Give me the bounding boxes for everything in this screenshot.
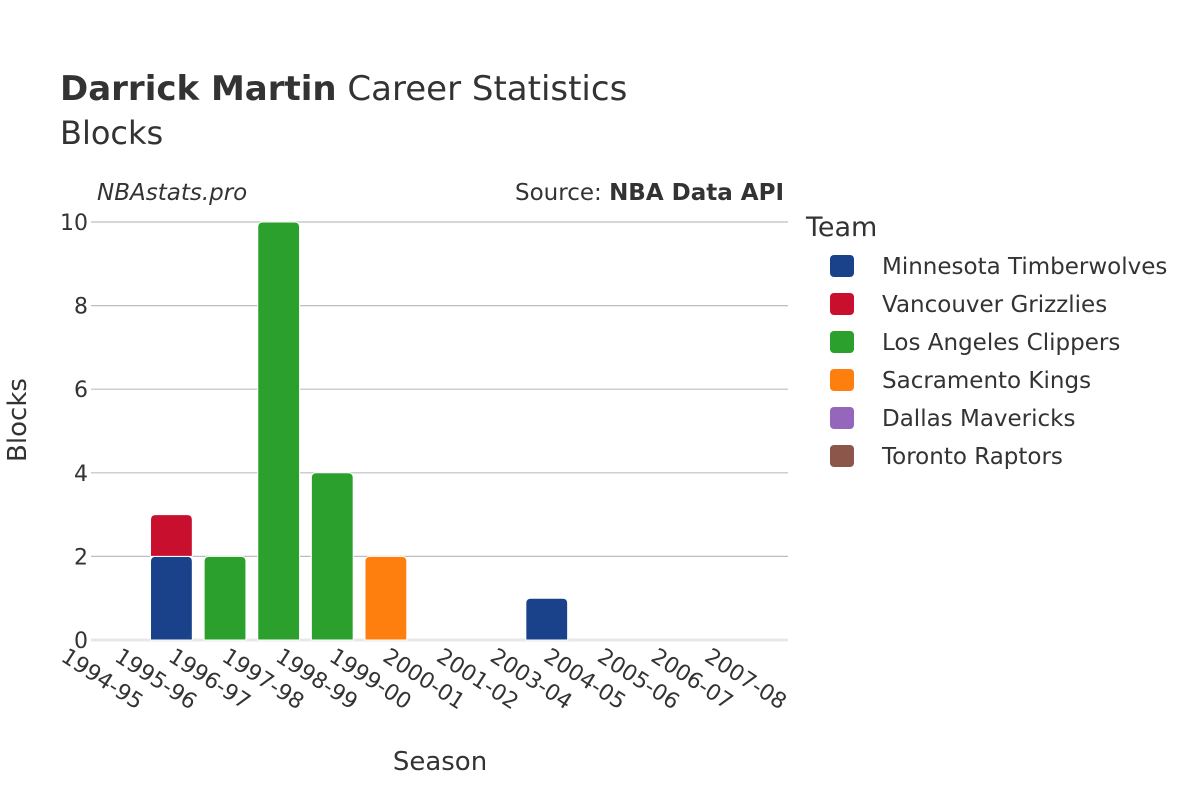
x-axis-title: Season — [393, 747, 487, 777]
chart-title-rest: Career Statistics — [337, 69, 628, 109]
bar — [203, 555, 247, 641]
legend-swatch — [830, 255, 854, 277]
legend-label: Sacramento Kings — [882, 368, 1091, 394]
legend-swatch — [830, 293, 854, 315]
bar — [310, 472, 354, 641]
chart-subtitle: Blocks — [60, 114, 163, 152]
legend-label: Toronto Raptors — [881, 444, 1063, 470]
legend: Minnesota Timberwolves Vancouver Grizzlie… — [830, 254, 1167, 470]
watermark-text: NBAstats.pro — [97, 180, 247, 206]
y-tick-label: 0 — [74, 629, 88, 654]
y-tick-label: 10 — [60, 211, 88, 236]
legend-swatch — [830, 369, 854, 391]
bars — [150, 221, 569, 641]
chart-title: Darrick Martin Career Statistics — [60, 69, 627, 109]
legend-title: Team — [805, 212, 877, 243]
legend-label: Minnesota Timberwolves — [882, 254, 1167, 280]
source-prefix: Source: — [515, 180, 609, 206]
legend-swatch — [830, 331, 854, 353]
y-tick-label: 8 — [74, 295, 88, 320]
source-text: Source: NBA Data API — [515, 180, 784, 206]
legend-label: Los Angeles Clippers — [882, 330, 1120, 356]
y-tick-label: 2 — [74, 545, 88, 570]
bar — [150, 555, 193, 641]
bar — [150, 514, 193, 557]
y-tick-label: 4 — [74, 462, 88, 487]
bar — [364, 555, 408, 641]
gridlines — [91, 221, 788, 642]
legend-label: Vancouver Grizzlies — [882, 292, 1107, 318]
legend-swatch — [830, 445, 854, 467]
y-axis-title: Blocks — [3, 378, 33, 462]
chart-title-player: Darrick Martin — [60, 69, 337, 109]
legend-label: Dallas Mavericks — [882, 406, 1075, 432]
legend-swatch — [830, 407, 854, 429]
source-name: NBA Data API — [609, 180, 784, 206]
bar — [257, 221, 301, 641]
x-tick-labels: 1994-951995-961996-971997-981998-991999-… — [57, 644, 791, 715]
y-tick-labels: 0 2 4 6 8 10 — [60, 211, 88, 654]
y-tick-label: 6 — [74, 378, 88, 403]
bar — [525, 597, 569, 641]
